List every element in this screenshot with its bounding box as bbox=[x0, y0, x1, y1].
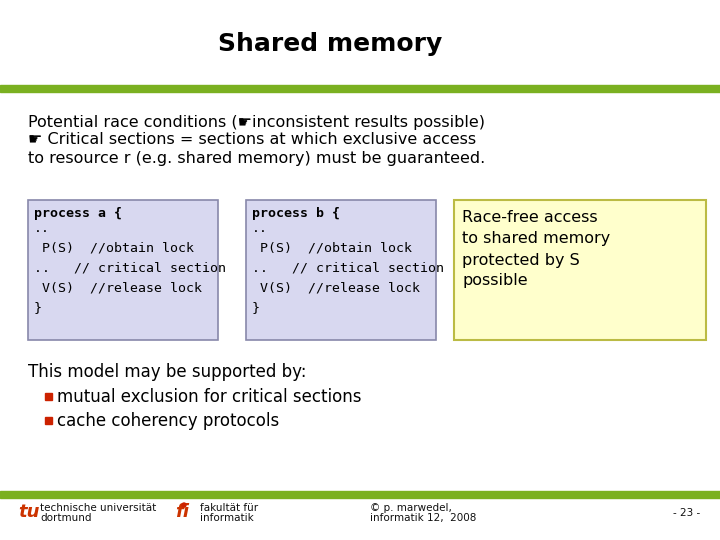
Text: tu: tu bbox=[18, 503, 40, 521]
Text: }: } bbox=[34, 301, 42, 314]
Text: ..: .. bbox=[252, 221, 268, 234]
Text: technische universität: technische universität bbox=[40, 503, 156, 513]
Text: ..: .. bbox=[34, 221, 50, 234]
Text: P(S)  //obtain lock: P(S) //obtain lock bbox=[252, 241, 412, 254]
Text: fi: fi bbox=[175, 503, 189, 521]
Text: - 23 -: - 23 - bbox=[672, 508, 700, 518]
FancyBboxPatch shape bbox=[454, 200, 706, 340]
Text: possible: possible bbox=[462, 273, 528, 288]
Text: to shared memory: to shared memory bbox=[462, 232, 611, 246]
Text: }: } bbox=[252, 301, 260, 314]
Text: Shared memory: Shared memory bbox=[218, 32, 442, 56]
Text: informatik: informatik bbox=[200, 513, 253, 523]
Bar bbox=[0, 85, 720, 92]
Text: dortmund: dortmund bbox=[40, 513, 91, 523]
Text: informatik 12,  2008: informatik 12, 2008 bbox=[370, 513, 477, 523]
Text: This model may be supported by:: This model may be supported by: bbox=[28, 363, 307, 381]
Text: to resource r (e.g. shared memory) must be guaranteed.: to resource r (e.g. shared memory) must … bbox=[28, 151, 485, 165]
Bar bbox=[45, 393, 52, 400]
Text: fakultät für: fakultät für bbox=[200, 503, 258, 513]
Text: protected by S: protected by S bbox=[462, 253, 580, 267]
Text: Race-free access: Race-free access bbox=[462, 211, 598, 226]
Text: ..   // critical section: .. // critical section bbox=[34, 261, 226, 274]
FancyBboxPatch shape bbox=[246, 200, 436, 340]
Text: V(S)  //release lock: V(S) //release lock bbox=[34, 281, 202, 294]
Circle shape bbox=[182, 503, 186, 507]
Text: V(S)  //release lock: V(S) //release lock bbox=[252, 281, 420, 294]
FancyBboxPatch shape bbox=[28, 200, 218, 340]
Bar bbox=[45, 417, 52, 424]
Text: process a {: process a { bbox=[34, 206, 122, 219]
Text: cache coherency protocols: cache coherency protocols bbox=[57, 412, 279, 430]
Bar bbox=[0, 491, 720, 498]
Text: ☛ Critical sections = sections at which exclusive access: ☛ Critical sections = sections at which … bbox=[28, 132, 476, 147]
Text: P(S)  //obtain lock: P(S) //obtain lock bbox=[34, 241, 194, 254]
Text: mutual exclusion for critical sections: mutual exclusion for critical sections bbox=[57, 388, 361, 406]
Text: ..   // critical section: .. // critical section bbox=[252, 261, 444, 274]
Text: process b {: process b { bbox=[252, 206, 340, 219]
Text: © p. marwedel,: © p. marwedel, bbox=[370, 503, 452, 513]
Text: Potential race conditions (☛inconsistent results possible): Potential race conditions (☛inconsistent… bbox=[28, 114, 485, 130]
